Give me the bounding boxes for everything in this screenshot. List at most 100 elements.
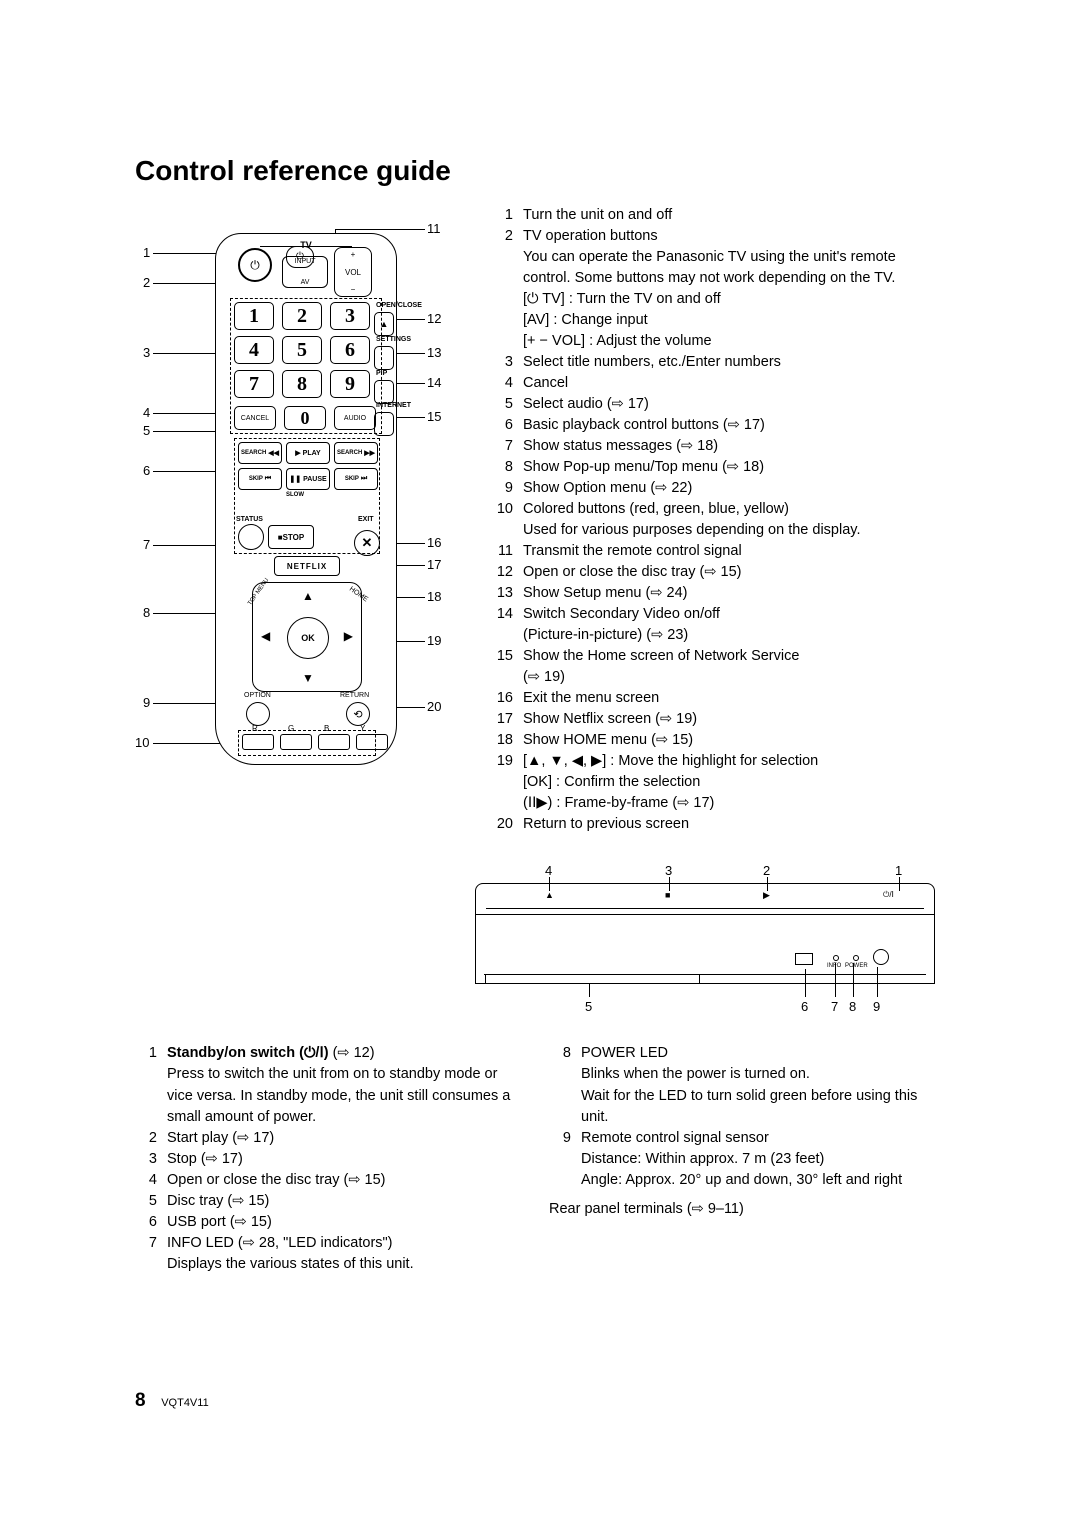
callout: 19 [427, 633, 441, 648]
list-text: Return to previous screen [523, 814, 945, 835]
list-text: Stop (⇨ 17) [167, 1149, 525, 1170]
list-text: [OK] : Confirm the selection [523, 772, 945, 793]
num-key: 9 [330, 370, 370, 398]
list-text: Show the Home screen of Network Service [523, 646, 945, 667]
internet-button [374, 412, 394, 436]
eject-icon: ▲ [545, 890, 554, 900]
status-label: STATUS [236, 516, 263, 523]
settings-label: SETTINGS [376, 336, 411, 343]
list-number: 3 [485, 352, 523, 373]
home-label: HOME [348, 586, 369, 604]
list-text: Basic playback control buttons (⇨ 17) [523, 415, 945, 436]
list-text: [AV] : Change input [523, 310, 945, 331]
color-buttons [242, 734, 388, 750]
list-number [135, 1064, 167, 1127]
list-number [485, 331, 523, 352]
list-number [549, 1170, 581, 1191]
list-text: Distance: Within approx. 7 m (23 feet) [581, 1149, 939, 1170]
stop-button: ■ STOP [268, 525, 314, 549]
remote-diagram: 1 2 3 4 5 6 7 8 9 10 11 12 13 14 [135, 205, 455, 765]
list-text: Select audio (⇨ 17) [523, 394, 945, 415]
power-button: ⏻ [238, 248, 272, 282]
num-0-button: 0 [284, 406, 326, 430]
list-number: 15 [485, 646, 523, 667]
callout: 16 [427, 535, 441, 550]
list-number [485, 667, 523, 688]
list-number: 16 [485, 688, 523, 709]
dpad: TOP MENU HOME ▲ ▼ ◀ ▶ OK [252, 582, 362, 692]
callout: 3 [143, 345, 150, 360]
list-text: Press to switch the unit from on to stan… [167, 1064, 525, 1127]
color-g-label: G [288, 724, 294, 733]
callout: 12 [427, 311, 441, 326]
option-button [246, 702, 270, 726]
callout: 17 [427, 557, 441, 572]
volume-button: +VOL− [334, 247, 372, 297]
list-number [485, 247, 523, 289]
num-key: 7 [234, 370, 274, 398]
search-rev: SEARCH ◀◀ [238, 442, 282, 464]
list-number: 2 [135, 1128, 167, 1149]
power-icon: ⏻/Ⅰ [883, 890, 894, 900]
popup-menu-label: TOP MENU [247, 577, 270, 606]
power-label: POWER [845, 963, 868, 969]
internet-label: INTERNET [376, 402, 411, 409]
exit-label: EXIT [358, 516, 374, 523]
skip-rev: SKIP ⏮ [238, 468, 282, 490]
list-text: Show HOME menu (⇨ 15) [523, 730, 945, 751]
play-icon: ▶ [763, 890, 770, 901]
list-number [549, 1086, 581, 1128]
num-key: 5 [282, 336, 322, 364]
callout: 15 [427, 409, 441, 424]
list-text: Standby/on switch (⏻/Ⅰ) (⇨ 12) [167, 1043, 525, 1064]
list-text: Cancel [523, 373, 945, 394]
list-number: 2 [485, 226, 523, 247]
callout: 7 [143, 537, 150, 552]
list-number: 8 [485, 457, 523, 478]
color-y-label: Y [360, 724, 365, 733]
ok-button: OK [287, 617, 329, 659]
stop-icon: ■ [665, 890, 670, 900]
search-fwd: SEARCH ▶▶ [334, 442, 378, 464]
callout: 18 [427, 589, 441, 604]
num-key: 2 [282, 302, 322, 330]
unit-descriptions-left: 1Standby/on switch (⏻/Ⅰ) (⇨ 12)Press to … [135, 1043, 525, 1274]
number-pad: 1 2 3 4 5 6 7 8 9 [234, 302, 370, 398]
list-text: TV operation buttons [523, 226, 945, 247]
list-number: 19 [485, 751, 523, 772]
list-text: Angle: Approx. 20° up and down, 30° left… [581, 1170, 939, 1191]
skip-fwd: SKIP ⏭ [334, 468, 378, 490]
status-button [238, 524, 264, 550]
callout: 10 [135, 735, 149, 750]
list-text: Show Netflix screen (⇨ 19) [523, 709, 945, 730]
list-text: Transmit the remote control signal [523, 541, 945, 562]
num-key: 1 [234, 302, 274, 330]
list-number [485, 520, 523, 541]
rear-panel-text: Rear panel terminals (⇨ 9–11) [549, 1199, 939, 1220]
list-number [485, 772, 523, 793]
list-text: Open or close the disc tray (⇨ 15) [167, 1170, 525, 1191]
list-text: Disc tray (⇨ 15) [167, 1191, 525, 1212]
unit-callout: 3 [665, 863, 672, 878]
list-text: [⏻ TV] : Turn the TV on and off [523, 289, 945, 310]
list-text: Blinks when the power is turned on. [581, 1064, 939, 1085]
list-text: Switch Secondary Video on/off [523, 604, 945, 625]
list-text: Used for various purposes depending on t… [523, 520, 945, 541]
callout: 14 [427, 375, 441, 390]
list-text: Open or close the disc tray (⇨ 15) [523, 562, 945, 583]
list-number: 7 [135, 1233, 167, 1254]
list-number: 17 [485, 709, 523, 730]
list-text: Colored buttons (red, green, blue, yello… [523, 499, 945, 520]
cancel-button: CANCEL [234, 406, 276, 430]
slow-label: SLOW [286, 492, 304, 498]
open-close-button: ▲ [374, 312, 394, 336]
unit-callout: 9 [873, 999, 880, 1014]
page-footer: 8 VQT4V11 [135, 1390, 209, 1412]
list-text: You can operate the Panasonic TV using t… [523, 247, 945, 289]
list-number: 10 [485, 499, 523, 520]
list-number: 9 [485, 478, 523, 499]
callout: 20 [427, 699, 441, 714]
list-text: (⇨ 19) [523, 667, 945, 688]
list-text: Exit the menu screen [523, 688, 945, 709]
page-title: Control reference guide [135, 155, 945, 187]
